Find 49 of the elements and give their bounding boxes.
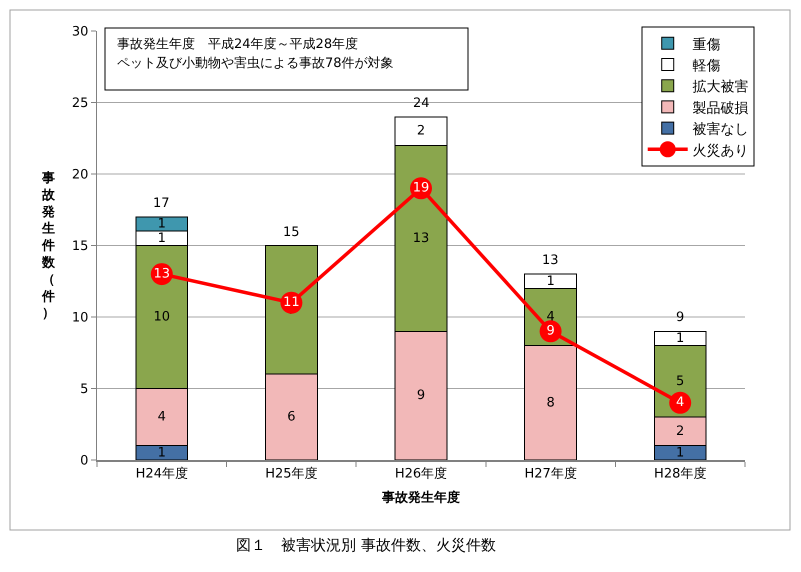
x-tick-label: H27年度: [524, 466, 577, 482]
data-label: 1: [158, 445, 166, 460]
y-tick-label: 30: [72, 24, 88, 40]
text: 事故発生件数（件）: [42, 171, 55, 322]
data-label: 1: [676, 445, 684, 460]
data-label: 2: [676, 424, 684, 439]
legend-label: 重傷: [692, 36, 721, 53]
data-label: 11: [283, 294, 300, 310]
caption: 図１ 被害状況別 事故件数、火災件数: [236, 536, 496, 554]
data-label: 8: [546, 395, 555, 410]
total-label: 15: [283, 225, 300, 240]
y-tick-label: 20: [72, 168, 88, 183]
legend-label: 拡大被害: [692, 79, 749, 96]
data-label: 1: [158, 216, 166, 232]
legend-label: 火災あり: [692, 142, 749, 159]
y-tick-label: 0: [80, 454, 88, 469]
annotation: ペット及び小動物や害虫による事故78件が対象: [117, 55, 394, 71]
data-label: 9: [546, 324, 555, 339]
y-tick-label: 5: [80, 382, 88, 398]
legend-label: 被害なし: [692, 122, 749, 138]
x-tick-label: H26年度: [394, 466, 448, 482]
total-label: 9: [676, 310, 684, 325]
total-label: 13: [542, 253, 559, 268]
data-label: 19: [412, 180, 430, 196]
legend-label: 軽傷: [692, 58, 721, 74]
annotation: 事故発生年度 平成24年度～平成28年度: [117, 36, 358, 52]
total-label: 24: [413, 96, 430, 111]
data-label: 10: [154, 310, 170, 324]
data-label: 13: [412, 230, 430, 246]
data-label: 1: [158, 230, 166, 246]
x-axis-title: 事故発生年度: [381, 490, 460, 506]
x-tick-label: H24年度: [136, 466, 188, 482]
data-label: 6: [287, 410, 296, 425]
data-label: 2: [416, 124, 426, 139]
y-tick-label: 15: [72, 239, 88, 254]
data-label: 1: [676, 330, 684, 346]
y-tick-label: 25: [72, 96, 88, 112]
legend-label: 製品破損: [692, 100, 749, 116]
x-tick-label: H28年度: [654, 466, 706, 482]
total-label: 17: [153, 196, 170, 211]
data-label: 4: [676, 395, 684, 410]
x-tick-label: H25年度: [265, 466, 318, 482]
data-label: 5: [676, 374, 684, 389]
data-label: 13: [154, 266, 170, 282]
data-label: 1: [546, 274, 555, 289]
data-label: 4: [158, 410, 166, 425]
y-tick-label: 10: [72, 310, 88, 326]
data-label: 9: [416, 388, 426, 404]
data-label: 4: [546, 310, 555, 324]
